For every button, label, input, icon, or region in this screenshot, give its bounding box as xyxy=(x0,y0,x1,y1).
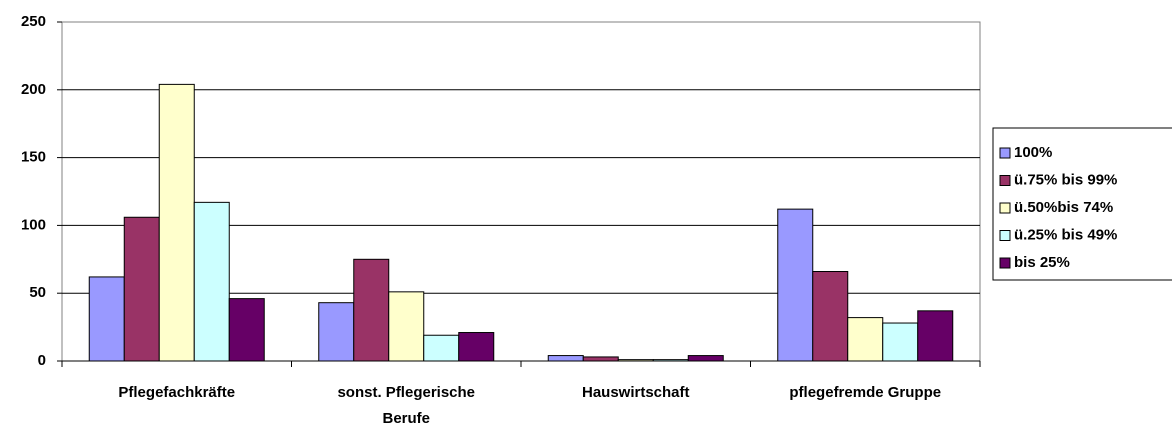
bar xyxy=(123,216,160,362)
bar xyxy=(812,271,849,362)
bar xyxy=(582,356,619,362)
bar xyxy=(617,359,654,362)
bar xyxy=(458,332,495,362)
bar xyxy=(88,276,125,362)
bar xyxy=(193,201,230,362)
bar xyxy=(353,258,390,362)
bar xyxy=(687,355,724,362)
bar xyxy=(158,83,195,362)
legend-label: ü.50%bis 74% xyxy=(1014,199,1113,216)
y-tick-label: 50 xyxy=(29,284,46,301)
x-tick-label: Hauswirtschaft xyxy=(582,384,690,401)
bar xyxy=(652,359,689,362)
legend-swatch xyxy=(999,202,1011,214)
legend-box xyxy=(992,127,1172,281)
y-tick-label: 100 xyxy=(21,216,46,233)
legend-label: ü.75% bis 99% xyxy=(1014,171,1117,188)
bar xyxy=(318,302,355,362)
x-tick-label: pflegefremde Gruppe xyxy=(789,384,941,401)
x-tick-label: Pflegefachkräfte xyxy=(118,384,235,401)
legend-swatch xyxy=(999,257,1011,269)
y-tick-label: 200 xyxy=(21,81,46,98)
legend-swatch xyxy=(999,230,1011,241)
y-tick-label: 0 xyxy=(38,352,46,369)
bar xyxy=(228,298,265,362)
bar xyxy=(777,208,814,362)
bar xyxy=(882,322,919,362)
y-tick-label: 250 xyxy=(21,13,46,30)
legend-label: 100% xyxy=(1014,144,1052,161)
bar xyxy=(423,334,460,362)
legend-swatch xyxy=(999,147,1011,159)
bar xyxy=(547,355,584,362)
legend-label: ü.25% bis 49% xyxy=(1014,226,1117,243)
bar xyxy=(388,291,425,362)
y-tick-label: 150 xyxy=(21,149,46,166)
x-tick-label: sonst. Pflegerische Berufe xyxy=(337,384,475,426)
legend-swatch xyxy=(999,175,1011,186)
bar xyxy=(847,317,884,362)
legend-label: bis 25% xyxy=(1014,254,1070,271)
bar xyxy=(917,310,954,362)
